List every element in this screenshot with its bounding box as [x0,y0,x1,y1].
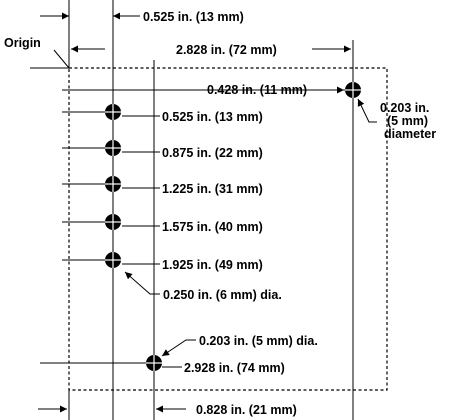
bottom-hole-marker [146,355,162,371]
left-hole-dia-label: 0.250 in. (6 mm) dia. [163,288,282,302]
right-hole-dia-leader [357,98,377,123]
left-hole-dia-leader [124,271,160,295]
hole-4-label: 1.575 in. (40 mm) [162,220,263,234]
hole-1-label: 0.525 in. (13 mm) [162,110,263,124]
bottom-hole-dia-leader [161,339,196,357]
hole-5-label: 1.925 in. (49 mm) [162,258,263,272]
hole-2-label: 0.875 in. (22 mm) [162,146,263,160]
top-offset-label: 0.525 in. (13 mm) [143,10,244,24]
right-hole-dia-line3: diameter [384,127,436,141]
bottom-offset-label: 0.828 in. (21 mm) [196,403,297,417]
bottom-hole-y-label: 2.928 in. (74 mm) [184,361,285,375]
right-hole-y-label: 0.428 in. (11 mm) [207,83,307,97]
hole-1-marker [105,104,121,120]
hole-5-marker [105,252,121,268]
origin-leader [53,49,70,69]
hole-2-marker [105,140,121,156]
bottom-hole-dia-label: 0.203 in. (5 mm) dia. [199,334,318,348]
right-hole-dia-line2: (5 mm) [387,114,428,128]
right-hole-marker [345,82,361,98]
part-outline [68,67,388,391]
hole-3-label: 1.225 in. (31 mm) [162,182,263,196]
origin-label: Origin [4,36,41,50]
top-width-label: 2.828 in. (72 mm) [176,43,277,57]
hole-3-marker [105,176,121,192]
right-hole-dia-line1: 0.203 in. [380,101,429,115]
hole-4-marker [105,214,121,230]
